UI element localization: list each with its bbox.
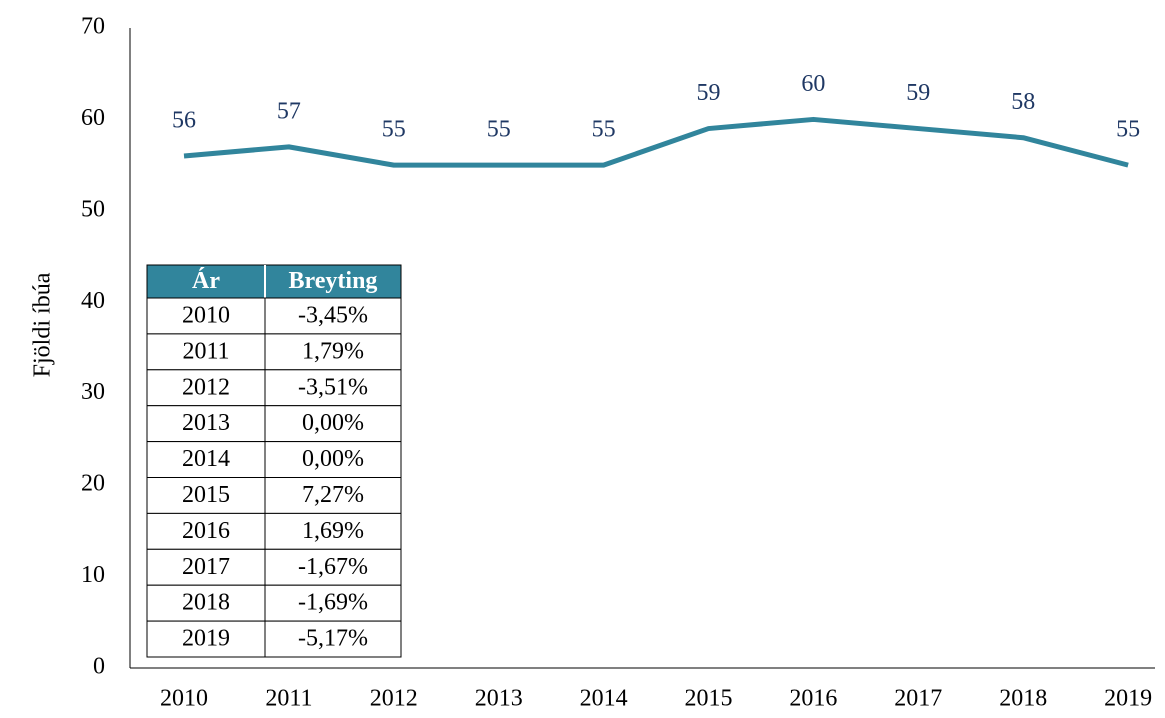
table-cell	[264, 548, 402, 586]
x-tick-label: 2014	[580, 686, 628, 712]
y-tick-label: 50	[81, 196, 105, 222]
table-cell-text: 2011	[182, 338, 229, 364]
data-label: 59	[906, 80, 930, 106]
table-cell	[146, 441, 266, 479]
y-tick-label: 60	[81, 105, 105, 131]
table-cell	[146, 584, 266, 622]
data-label: 59	[697, 80, 721, 106]
table-cell	[264, 405, 402, 443]
table-cell	[264, 297, 402, 335]
table-cell-text: -3,45%	[298, 302, 368, 328]
table-header: Breyting	[289, 268, 378, 294]
table-cell	[146, 512, 266, 550]
data-label: 55	[1116, 117, 1140, 143]
y-tick-label: 70	[81, 14, 105, 40]
y-tick-label: 0	[93, 654, 105, 680]
y-tick-label: 10	[81, 562, 105, 588]
table-cell-text: -1,69%	[298, 590, 368, 616]
table-cell-text: 2016	[182, 518, 230, 544]
table-cell-text: -5,17%	[298, 626, 368, 652]
x-tick-label: 2011	[265, 686, 312, 712]
data-label: 55	[382, 117, 406, 143]
table-cell-text: -1,67%	[298, 554, 368, 580]
y-axis-label: Fjöldi íbúa	[30, 272, 56, 377]
data-label: 56	[172, 108, 196, 134]
table-cell	[264, 512, 402, 550]
table-cell-text: 7,27%	[302, 482, 364, 508]
table-cell	[264, 584, 402, 622]
y-tick-label: 30	[81, 379, 105, 405]
table-cell	[146, 548, 266, 586]
table-cell	[264, 477, 402, 514]
table-cell-text: 1,79%	[302, 338, 364, 364]
data-label: 60	[801, 71, 825, 97]
x-tick-label: 2015	[685, 686, 733, 712]
table-cell-text: 2019	[182, 626, 230, 652]
x-tick-label: 2013	[475, 686, 523, 712]
table-cell-text: 2017	[182, 554, 230, 580]
table-cell-text: 0,00%	[302, 446, 364, 472]
table-cell-text: 2012	[182, 374, 230, 400]
table-cell-text: 2010	[182, 302, 230, 328]
table-cell-text: 2013	[182, 410, 230, 436]
table-cell	[146, 405, 266, 443]
x-tick-label: 2010	[160, 686, 208, 712]
table-cell-text: 2014	[182, 446, 230, 472]
x-tick-label: 2012	[370, 686, 418, 712]
line	[183, 116, 1129, 168]
table-cell-text: -3,51%	[298, 374, 368, 400]
table-cell-text: 0,00%	[302, 410, 364, 436]
table-cell	[264, 620, 402, 658]
y-tick-label: 20	[81, 471, 105, 497]
y-tick-label: 40	[81, 288, 105, 314]
table-header-bg	[146, 264, 402, 299]
data-label: 58	[1011, 89, 1035, 115]
data-label: 57	[277, 98, 301, 124]
x-tick-label: 2017	[894, 686, 942, 712]
table-cell-text: 2018	[182, 590, 230, 616]
table-cell-text: 1,69%	[302, 518, 364, 544]
table-cell-text: 2015	[182, 482, 230, 508]
table-header: Ár	[192, 268, 220, 294]
data-label: 55	[487, 117, 511, 143]
table-cell	[264, 369, 402, 407]
x-tick-label: 2018	[999, 686, 1047, 712]
table-cell	[146, 477, 266, 514]
table-cell	[146, 297, 266, 335]
x-tick-label: 2019	[1104, 686, 1152, 712]
x-tick-label: 2016	[789, 686, 837, 712]
data-label: 55	[592, 117, 616, 143]
